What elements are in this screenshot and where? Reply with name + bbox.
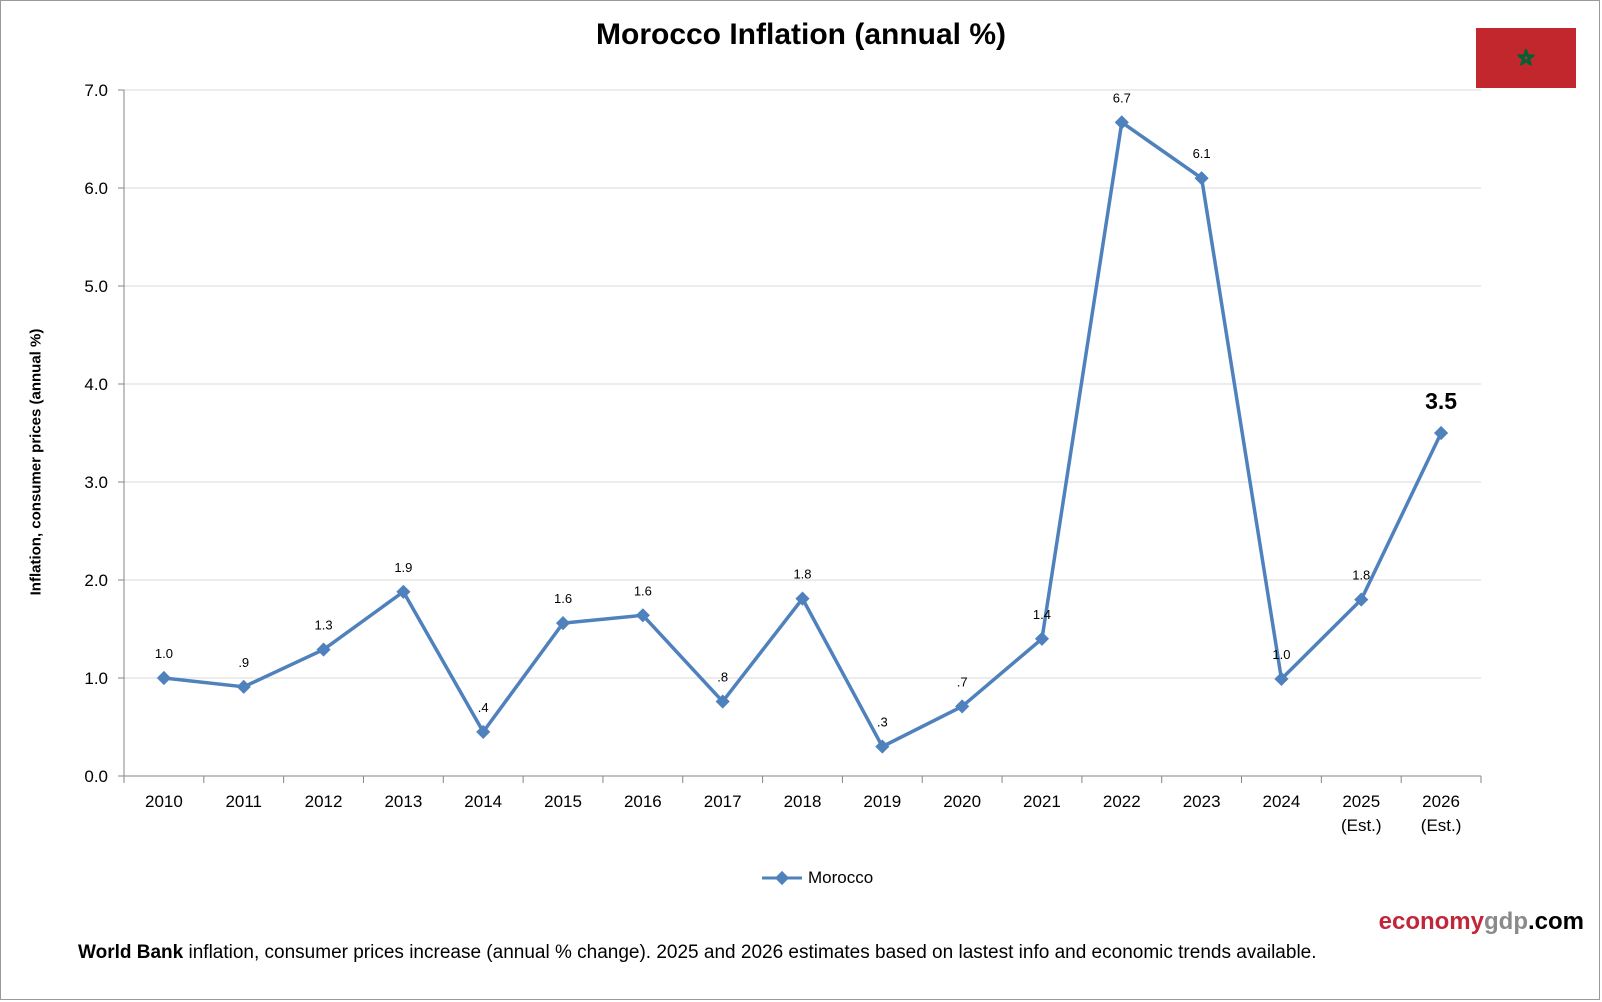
data-point bbox=[396, 584, 411, 599]
data-label: 1.9 bbox=[394, 560, 412, 575]
x-tick-label: 2020 bbox=[943, 792, 981, 811]
data-point bbox=[875, 739, 890, 754]
data-point bbox=[476, 724, 491, 739]
footnote: World Bank inflation, consumer prices in… bbox=[78, 942, 1317, 964]
data-label: 1.8 bbox=[1352, 568, 1370, 583]
brand-watermark[interactable]: economygdp.com bbox=[1379, 908, 1584, 936]
data-label: .9 bbox=[238, 655, 249, 670]
data-point bbox=[1034, 631, 1050, 646]
y-tick-label: 3.0 bbox=[84, 473, 108, 492]
x-tick-label: 2012 bbox=[305, 792, 343, 811]
data-label: 3.5 bbox=[1425, 388, 1457, 414]
data-point bbox=[955, 699, 970, 714]
data-label: 6.1 bbox=[1193, 146, 1211, 161]
footnote-text: inflation, consumer prices increase (ann… bbox=[183, 942, 1317, 963]
footnote-source: World Bank bbox=[78, 942, 184, 963]
data-point bbox=[635, 608, 650, 623]
data-label: 1.4 bbox=[1033, 607, 1051, 622]
data-label: 6.7 bbox=[1113, 90, 1131, 105]
data-label: .8 bbox=[717, 670, 728, 685]
data-label: .4 bbox=[478, 700, 489, 715]
data-label: 1.6 bbox=[634, 583, 652, 598]
legend-marker-icon bbox=[762, 870, 802, 886]
data-label: 1.0 bbox=[155, 646, 173, 661]
y-axis-title: Inflation, consumer prices (annual %) bbox=[27, 328, 45, 596]
y-tick-label: 6.0 bbox=[84, 179, 108, 198]
data-label: .3 bbox=[877, 715, 888, 730]
x-tick-label: 2019 bbox=[863, 792, 901, 811]
brand-part-gdp: gdp bbox=[1484, 908, 1528, 935]
x-tick-label: 2013 bbox=[384, 792, 422, 811]
x-tick-label: 2016 bbox=[624, 792, 662, 811]
data-label: 1.8 bbox=[793, 567, 811, 582]
data-point bbox=[715, 694, 730, 709]
data-point bbox=[1434, 425, 1449, 441]
data-point bbox=[1274, 671, 1289, 687]
x-tick-label: 2025 (Est.) bbox=[1341, 792, 1382, 835]
data-point bbox=[555, 616, 571, 631]
y-tick-label: 2.0 bbox=[84, 571, 108, 590]
morocco-flag-icon bbox=[1476, 28, 1576, 88]
y-tick-label: 1.0 bbox=[84, 669, 108, 688]
x-tick-label: 2026 (Est.) bbox=[1421, 792, 1462, 835]
series-line-morocco bbox=[163, 120, 1443, 749]
x-tick-label: 2014 bbox=[464, 792, 502, 811]
brand-part-com: .com bbox=[1527, 908, 1584, 935]
brand-part-economy: economy bbox=[1378, 908, 1484, 935]
legend-label: Morocco bbox=[808, 868, 874, 887]
data-point bbox=[1354, 592, 1369, 607]
x-tick-label: 2021 bbox=[1023, 792, 1061, 811]
x-tick-label: 2018 bbox=[784, 792, 822, 811]
x-tick-label: 2023 bbox=[1183, 792, 1221, 811]
data-point bbox=[316, 642, 331, 657]
x-tick-label: 2024 bbox=[1263, 792, 1301, 811]
y-tick-label: 4.0 bbox=[84, 375, 108, 394]
chart-title: Morocco Inflation (annual %) bbox=[596, 18, 1006, 51]
data-label: 1.0 bbox=[1272, 647, 1290, 662]
x-tick-label: 2015 bbox=[544, 792, 582, 811]
data-point bbox=[1114, 115, 1129, 130]
y-tick-label: 0.0 bbox=[84, 767, 108, 786]
data-label: .7 bbox=[957, 674, 968, 689]
data-point bbox=[156, 670, 171, 686]
data-point bbox=[1194, 171, 1209, 186]
x-tick-label: 2010 bbox=[145, 792, 183, 811]
y-tick-label: 5.0 bbox=[84, 277, 108, 296]
x-tick-label: 2017 bbox=[704, 792, 742, 811]
data-label: 1.3 bbox=[315, 618, 333, 633]
legend: Morocco bbox=[760, 868, 873, 888]
data-point bbox=[795, 591, 810, 606]
data-label: 1.6 bbox=[554, 591, 572, 606]
data-point bbox=[236, 679, 251, 694]
x-tick-label: 2022 bbox=[1103, 792, 1141, 811]
x-tick-label: 2011 bbox=[225, 792, 262, 811]
y-tick-label: 7.0 bbox=[84, 81, 108, 100]
